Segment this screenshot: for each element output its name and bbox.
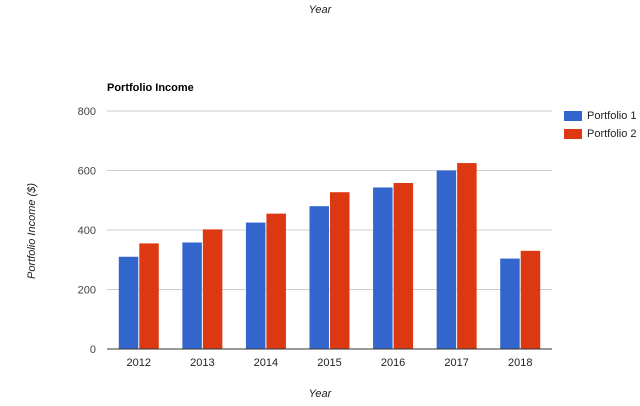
- bar-portfolio-2-2012: [139, 243, 159, 349]
- y-tick-label: 0: [90, 344, 96, 356]
- x-tick-label: 2018: [508, 357, 532, 369]
- legend-label: Portfolio 1: [587, 110, 637, 122]
- y-tick-label: 800: [78, 106, 96, 118]
- bar-portfolio-2-2017: [457, 163, 477, 349]
- x-tick-label: 2016: [381, 357, 405, 369]
- legend-label: Portfolio 2: [587, 128, 637, 140]
- legend-item-series-2: Portfolio 2: [564, 126, 637, 142]
- legend-item-series-1: Portfolio 1: [564, 108, 637, 124]
- x-tick-label: 2014: [254, 357, 278, 369]
- bar-portfolio-1-2016: [373, 187, 393, 349]
- bar-portfolio-1-2014: [245, 222, 266, 349]
- y-tick-label: 200: [78, 285, 96, 297]
- legend: Portfolio 1 Portfolio 2: [564, 108, 637, 144]
- x-tick-label: 2012: [127, 357, 151, 369]
- x-tick-label: 2017: [444, 357, 468, 369]
- bar-portfolio-1-2012: [118, 256, 139, 349]
- bar-portfolio-2-2016: [393, 182, 414, 349]
- bar-portfolio-2-2015: [330, 192, 350, 349]
- bar-portfolio-2-2013: [202, 229, 223, 349]
- x-tick-label: 2013: [190, 357, 214, 369]
- y-tick-label: 600: [78, 166, 96, 178]
- chart-title: Portfolio Income: [107, 82, 194, 94]
- bar-portfolio-1-2018: [500, 258, 520, 349]
- x-axis-title: Year: [308, 388, 332, 400]
- x-tick-label: 2015: [317, 357, 341, 369]
- bar-portfolio-1-2015: [309, 206, 329, 349]
- bar-portfolio-1-2013: [182, 242, 202, 349]
- legend-swatch: [564, 111, 582, 121]
- bar-portfolio-2-2014: [266, 213, 286, 349]
- top-axis-label: Year: [308, 4, 332, 16]
- bar-portfolio-1-2017: [436, 170, 457, 349]
- bar-portfolio-2-2018: [520, 250, 541, 349]
- y-tick-label: 400: [78, 225, 96, 237]
- legend-swatch: [564, 129, 582, 139]
